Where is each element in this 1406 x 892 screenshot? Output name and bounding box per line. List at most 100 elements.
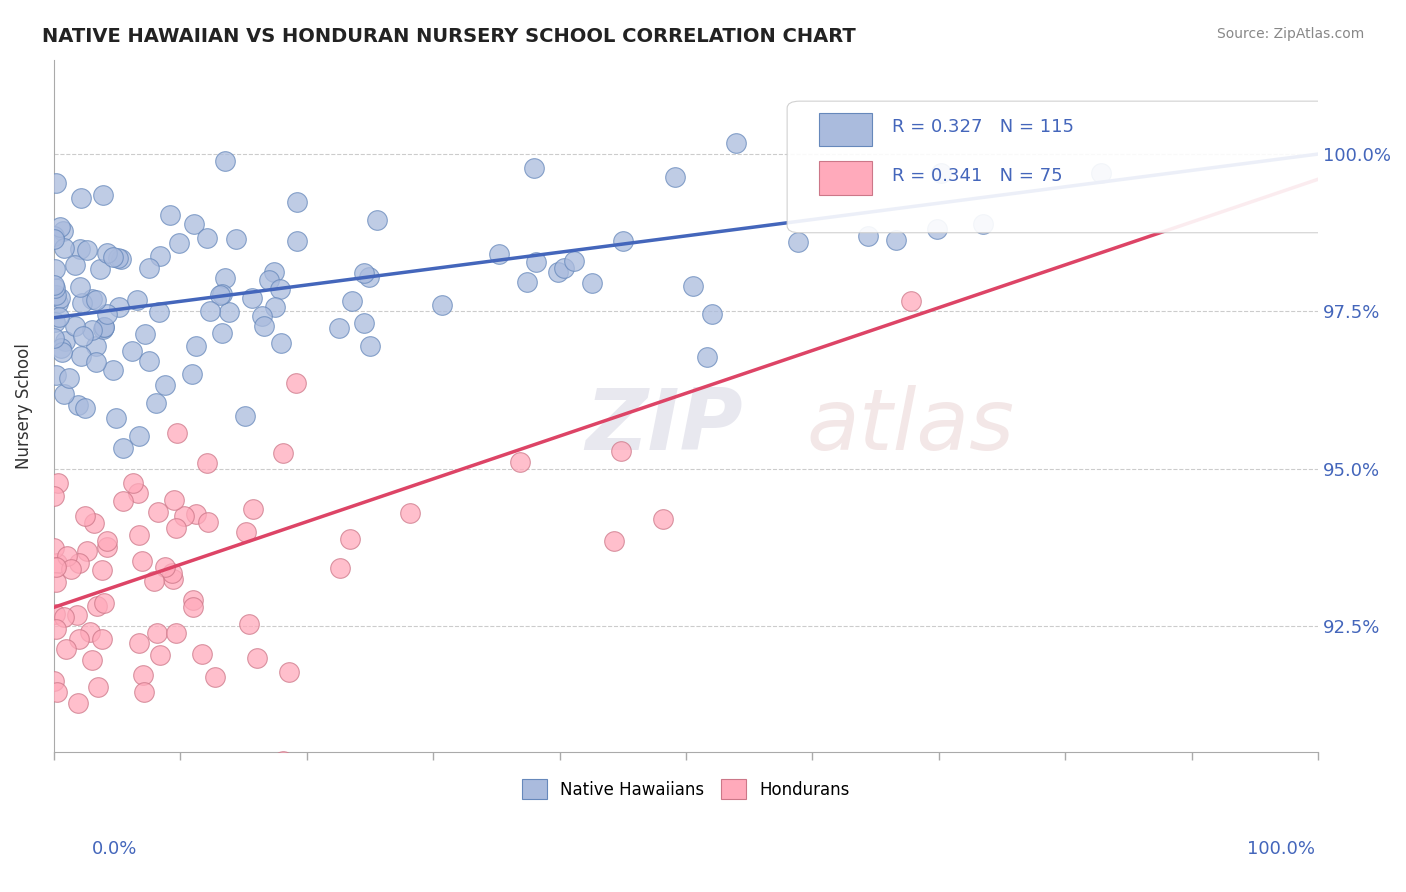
Point: [145, 395, 167, 409]
Point: [42, 489, 65, 503]
Point: [84, 293, 107, 307]
Point: [52, 241, 75, 255]
Point: [181, 600, 204, 615]
Point: [132, 668, 155, 682]
Point: [127, 293, 149, 307]
Point: [166, 425, 188, 440]
Point: [49, 341, 72, 355]
Point: [42, 541, 65, 555]
Point: [165, 521, 187, 535]
Point: [59, 561, 82, 575]
Point: [55, 641, 77, 656]
Point: [66, 697, 89, 711]
Point: [91, 632, 114, 646]
Point: [700, 307, 723, 321]
Y-axis label: Nursery School: Nursery School: [15, 343, 32, 469]
Text: atlas: atlas: [806, 385, 1014, 468]
Point: [132, 685, 155, 699]
Point: [214, 154, 236, 169]
Point: [58, 371, 80, 385]
Text: Source: ZipAtlas.com: Source: ZipAtlas.com: [1216, 27, 1364, 41]
Point: [121, 344, 143, 359]
Point: [76, 243, 98, 257]
Point: [83, 516, 105, 531]
Point: [53, 334, 76, 348]
Point: [329, 561, 352, 575]
Point: [195, 456, 218, 470]
Point: [70, 295, 93, 310]
Point: [128, 429, 150, 443]
Point: [564, 254, 586, 268]
Point: [524, 255, 547, 269]
Point: [900, 293, 922, 308]
Point: [60, 758, 83, 772]
Point: [93, 320, 115, 334]
Point: [82, 292, 104, 306]
Text: NATIVE HAWAIIAN VS HONDURAN NURSERY SCHOOL CORRELATION CHART: NATIVE HAWAIIAN VS HONDURAN NURSERY SCHO…: [42, 27, 856, 45]
Point: [149, 648, 172, 662]
Point: [209, 287, 232, 301]
Point: [131, 554, 153, 568]
Point: [42, 330, 65, 344]
Point: [45, 287, 67, 301]
Point: [167, 236, 190, 251]
Point: [197, 516, 219, 530]
Point: [339, 532, 361, 546]
Point: [101, 250, 124, 264]
Point: [366, 213, 388, 227]
Point: [181, 367, 204, 381]
Point: [972, 218, 994, 232]
Legend: Native Hawaiians, Hondurans: Native Hawaiians, Hondurans: [516, 772, 856, 806]
Point: [153, 560, 176, 574]
Point: [69, 279, 91, 293]
Point: [547, 265, 569, 279]
Point: [263, 265, 285, 279]
Point: [122, 475, 145, 490]
Point: [259, 273, 281, 287]
Point: [52, 224, 75, 238]
Point: [163, 492, 186, 507]
Point: [69, 242, 91, 256]
Point: [165, 625, 187, 640]
Point: [66, 398, 89, 412]
Point: [214, 271, 236, 285]
Point: [48, 220, 70, 235]
Point: [44, 607, 66, 622]
Point: [66, 607, 89, 622]
Point: [96, 533, 118, 548]
Point: [218, 305, 240, 319]
Point: [200, 304, 222, 318]
Point: [488, 246, 510, 260]
Point: [159, 208, 181, 222]
Point: [42, 228, 65, 243]
Point: [162, 572, 184, 586]
Point: [107, 251, 129, 265]
Point: [45, 368, 67, 383]
FancyBboxPatch shape: [787, 101, 1331, 233]
Point: [45, 559, 67, 574]
Point: [79, 624, 101, 639]
Point: [162, 566, 184, 580]
Point: [46, 295, 69, 310]
Point: [271, 754, 294, 768]
Point: [143, 574, 166, 588]
Point: [1090, 166, 1112, 180]
Point: [42, 673, 65, 688]
Point: [44, 262, 66, 277]
Point: [44, 315, 66, 329]
Point: [58, 757, 80, 772]
Point: [73, 508, 96, 523]
Point: [42, 277, 65, 292]
Point: [148, 505, 170, 519]
Point: [360, 339, 382, 353]
Point: [42, 232, 65, 246]
Point: [96, 540, 118, 554]
Point: [925, 222, 948, 236]
Point: [211, 326, 233, 340]
Point: [398, 506, 420, 520]
Point: [664, 170, 686, 185]
Point: [516, 275, 538, 289]
Point: [353, 266, 375, 280]
Point: [104, 411, 127, 425]
Point: [51, 345, 73, 359]
